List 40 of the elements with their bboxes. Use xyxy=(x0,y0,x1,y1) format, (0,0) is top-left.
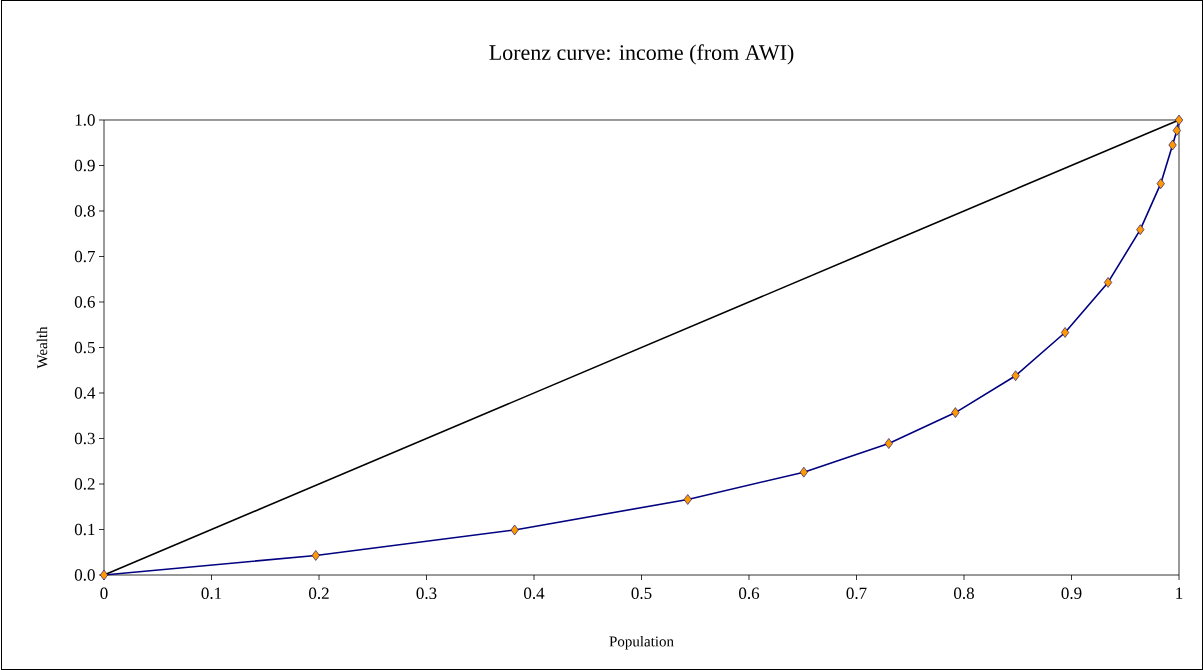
y-tick-label: 0.8 xyxy=(74,205,95,217)
y-tick-label: 0.2 xyxy=(74,478,95,490)
x-tick-label: 0.9 xyxy=(1061,587,1082,600)
point xyxy=(1168,139,1177,151)
x-tick-label: 0.4 xyxy=(524,587,545,600)
y-tick-label: 0.0 xyxy=(74,569,95,581)
x-tick-label: 0.3 xyxy=(416,587,437,600)
y-tick-label: 0.5 xyxy=(74,341,95,354)
point xyxy=(1174,114,1184,126)
x-tick-label: 0 xyxy=(100,587,108,600)
x-tick-label: 0.8 xyxy=(954,587,974,600)
point xyxy=(99,569,109,581)
point xyxy=(311,550,320,561)
point xyxy=(1061,327,1070,338)
y-tick-label: 0.7 xyxy=(74,250,95,263)
x-tick-label: 0.1 xyxy=(201,587,222,600)
x-tick-label: 0.5 xyxy=(631,587,652,600)
y-tick-label: 0.6 xyxy=(74,296,95,308)
x-tick-label: 0.6 xyxy=(739,587,760,600)
y-tick-label: 1.0 xyxy=(75,114,95,126)
point xyxy=(510,524,519,536)
x-tick-label: 1 xyxy=(1176,587,1183,599)
point xyxy=(1104,277,1113,288)
x-tick-label: 0.2 xyxy=(309,587,329,600)
chart-title: Lorenz curve: income (from AWI) xyxy=(489,44,794,65)
point xyxy=(951,407,960,418)
y-tick-label: 0.3 xyxy=(74,432,95,445)
point xyxy=(1011,370,1020,382)
point xyxy=(1172,125,1181,136)
x-tick-label: 0.7 xyxy=(846,587,867,600)
y-axis-title: Wealth xyxy=(36,326,48,369)
y-tick-label: 0.1 xyxy=(74,523,95,536)
point xyxy=(683,494,692,505)
y-tick-label: 0.4 xyxy=(74,387,96,399)
x-axis-title: Population xyxy=(609,635,674,650)
y-tick-label: 0.9 xyxy=(74,159,95,172)
point xyxy=(884,438,893,449)
point xyxy=(1136,224,1145,235)
point xyxy=(1156,178,1165,189)
point xyxy=(799,466,808,478)
